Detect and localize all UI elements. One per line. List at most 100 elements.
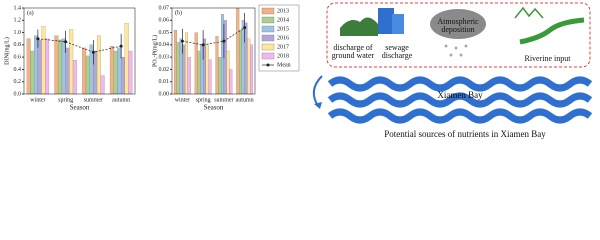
bar — [117, 47, 122, 95]
groundwater-icon — [340, 17, 378, 36]
legend-label: 2015 — [277, 26, 289, 32]
bar — [124, 23, 129, 95]
plot-frame — [171, 7, 256, 95]
legend-swatch — [261, 34, 275, 42]
bar — [58, 39, 63, 95]
source-label: Atmospheric deposition — [437, 17, 479, 34]
bar — [226, 50, 230, 95]
bar — [61, 38, 66, 95]
bar — [247, 38, 251, 95]
panel-label: (a) — [27, 9, 34, 16]
bar — [221, 14, 224, 95]
mean-marker — [36, 37, 40, 41]
x-axis-title: Season — [70, 104, 90, 112]
legend-swatch — [261, 7, 275, 15]
legend-label: 2018 — [277, 53, 289, 59]
building-icon — [392, 14, 404, 34]
bar — [187, 57, 191, 95]
mean-marker — [180, 39, 184, 43]
bar — [113, 50, 118, 95]
mean-marker — [119, 44, 123, 48]
bar — [54, 35, 59, 95]
bar — [65, 47, 70, 95]
bar — [200, 44, 204, 95]
bar — [208, 59, 212, 95]
y-tick-label: 0.07 — [159, 5, 170, 11]
bar — [72, 60, 77, 95]
y-tick-label: 1.2 — [14, 18, 22, 24]
bar — [128, 50, 133, 95]
y-tick-label: 0.0 — [14, 91, 22, 97]
source-label: Riverine input — [524, 54, 571, 63]
bar — [173, 30, 177, 95]
bar — [197, 50, 201, 95]
river-icon — [519, 17, 585, 45]
source-label: discharge of ground water — [331, 43, 375, 60]
y-tick-label: 1.4 — [14, 5, 22, 11]
mean-marker — [243, 26, 247, 30]
arrow — [312, 75, 323, 107]
y-tick-label: 0.01 — [159, 79, 170, 85]
arrow-head — [314, 102, 322, 109]
x-tick-label: summer — [84, 97, 103, 103]
bar — [93, 50, 98, 95]
x-tick-label: winter — [175, 97, 190, 103]
bar — [223, 20, 227, 95]
mean-line — [182, 27, 245, 46]
x-tick-label: autumn — [112, 97, 130, 103]
bar — [69, 29, 74, 95]
y-axis-title: DIN(mg/L) — [3, 37, 10, 65]
bar — [244, 22, 248, 95]
y-tick-label: 0.4 — [14, 67, 22, 73]
bar — [205, 44, 209, 95]
legend-label: 2016 — [277, 35, 289, 41]
source-label: sewage discharge — [381, 43, 413, 60]
mean-marker — [201, 43, 205, 47]
bar — [215, 36, 219, 95]
bar — [45, 38, 50, 95]
bar — [236, 7, 240, 95]
y-tick-label: 0.06 — [159, 18, 170, 24]
page: 0.0 0.2 0.4 0.6 0.8 1.0 1.2 1.4 winter spring summ… — [3, 2, 593, 139]
y-tick-label: 0.02 — [159, 67, 170, 73]
bar — [229, 69, 233, 95]
bar — [85, 55, 90, 95]
mean-line — [37, 38, 122, 53]
bar — [109, 45, 114, 95]
bar — [238, 30, 242, 95]
bar — [96, 35, 101, 95]
x-tick-label: spring — [196, 97, 211, 103]
y-tick-label: 0.05 — [159, 30, 170, 36]
bar — [241, 20, 245, 95]
x-tick-label: winter — [30, 97, 45, 103]
waves — [327, 76, 593, 124]
legend-swatch — [261, 25, 275, 33]
y-tick-label: 0.6 — [14, 55, 22, 61]
y-tick-label: 0.2 — [14, 79, 22, 85]
x-axis-title: Season — [204, 104, 224, 112]
legend-label: 2014 — [277, 17, 289, 23]
y-tick-label: 0.8 — [14, 42, 22, 48]
bar — [41, 26, 46, 95]
mean-marker — [91, 50, 95, 54]
caption: Potential sources of nutrients in Xiamen… — [384, 129, 546, 139]
bar — [203, 38, 206, 95]
x-tick-label: summer — [214, 97, 233, 103]
y-axis-title: PO₄-P(mg/L) — [151, 35, 158, 67]
y-tick-label: 0.04 — [159, 42, 170, 48]
legend-swatch — [261, 43, 275, 51]
bar — [34, 35, 38, 95]
mean-marker — [222, 39, 226, 43]
bar — [218, 57, 222, 95]
bar — [182, 44, 186, 95]
y-tick-label: 0.00 — [159, 91, 170, 97]
legend-swatch — [261, 16, 275, 24]
bar — [194, 32, 198, 95]
mountain-icon — [514, 6, 544, 19]
bar — [37, 39, 42, 95]
building-icon — [378, 8, 394, 34]
panel-label: (b) — [175, 9, 182, 16]
rain-icon — [444, 44, 468, 57]
cloud-icon — [430, 9, 486, 39]
legend-label: Mean — [277, 62, 291, 68]
